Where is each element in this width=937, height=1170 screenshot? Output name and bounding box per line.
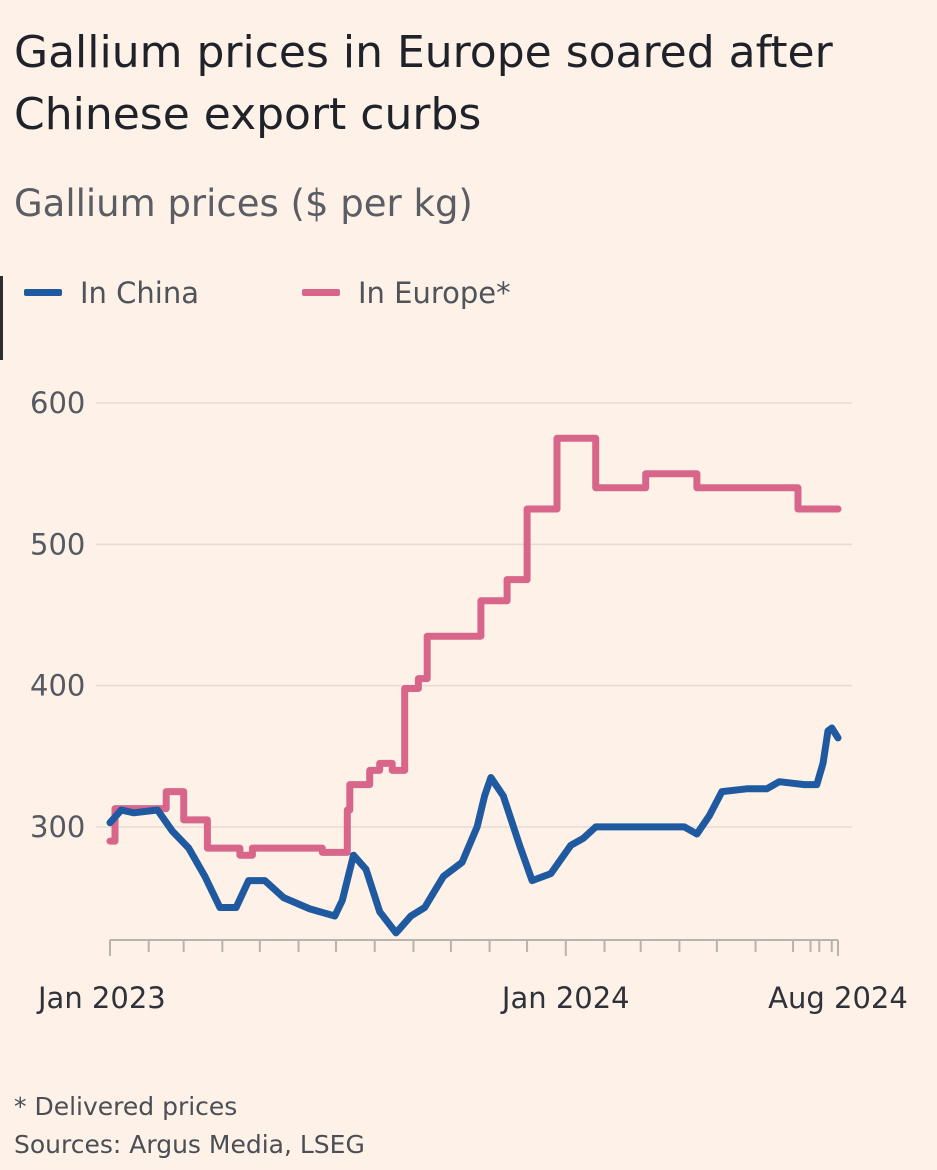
x-tick-label-0: Jan 2023 (36, 981, 166, 1015)
y-tick-label-300: 300 (30, 810, 85, 844)
series-line-china (106, 724, 842, 937)
chart-subtitle: Gallium prices ($ per kg) (14, 182, 473, 225)
series-lines (106, 434, 842, 937)
y-axis: 300 400 500 600 (30, 386, 85, 844)
gridlines (96, 402, 852, 828)
chart-title: Gallium prices in Europe soared after Ch… (14, 27, 833, 140)
legend-item-china: In China (24, 276, 199, 310)
x-axis: Jan 2023 Jan 2024 Aug 2024 (36, 939, 908, 1015)
legend-label-europe: In Europe* (358, 276, 511, 310)
series-line-europe (106, 434, 842, 859)
x-tick-label-2: Aug 2024 (768, 981, 908, 1015)
legend-label-china: In China (80, 276, 199, 310)
sources-note: Sources: Argus Media, LSEG (14, 1130, 365, 1159)
y-tick-label-500: 500 (30, 527, 85, 561)
x-tick-label-1: Jan 2024 (500, 981, 630, 1015)
window-edge (0, 276, 3, 360)
y-tick-label-600: 600 (30, 386, 85, 420)
legend-swatch-europe (302, 288, 340, 296)
legend-swatch-china (24, 288, 62, 296)
y-tick-label-400: 400 (30, 669, 85, 703)
footnote: * Delivered prices (14, 1092, 238, 1121)
legend-item-europe: In Europe* (302, 276, 511, 310)
